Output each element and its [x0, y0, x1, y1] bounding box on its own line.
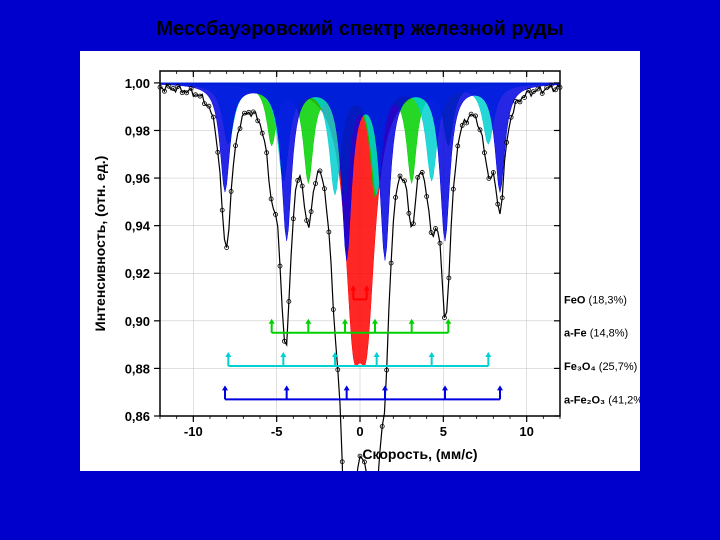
svg-text:Fe₃O₄ (25,7%): Fe₃O₄ (25,7%): [564, 361, 637, 373]
svg-text:0,88: 0,88: [125, 361, 150, 376]
svg-text:a-Fe₂O₃ (41,2%): a-Fe₂O₃ (41,2%): [564, 394, 640, 406]
svg-text:0,86: 0,86: [125, 409, 150, 424]
svg-text:Интенсивность, (отн. ед.): Интенсивность, (отн. ед.): [92, 156, 108, 332]
chart-area: FeO (18,3%) a-Fe (14,8%) Fe₃O₄ (25,7%) a-Fe…: [80, 51, 640, 471]
svg-text:0,90: 0,90: [125, 314, 150, 329]
svg-text:5: 5: [440, 424, 447, 439]
page-title: Мессбауэровский спектр железной руды: [0, 0, 720, 51]
mossbauer-spectrum-chart: FeO (18,3%) a-Fe (14,8%) Fe₃O₄ (25,7%) a-Fe…: [80, 51, 640, 471]
svg-text:1,00: 1,00: [125, 76, 150, 91]
svg-text:10: 10: [519, 424, 533, 439]
svg-text:a-Fe (14,8%): a-Fe (14,8%): [564, 328, 628, 340]
svg-text:0,92: 0,92: [125, 266, 150, 281]
svg-text:0: 0: [356, 424, 363, 439]
svg-text:FeO (18,3%): FeO (18,3%): [564, 294, 627, 306]
svg-text:0,96: 0,96: [125, 171, 150, 186]
svg-text:0,94: 0,94: [125, 219, 151, 234]
svg-text:-10: -10: [184, 424, 203, 439]
svg-text:Скорость, (мм/с): Скорость, (мм/с): [362, 446, 477, 462]
svg-text:0,98: 0,98: [125, 123, 150, 138]
svg-text:-5: -5: [271, 424, 283, 439]
